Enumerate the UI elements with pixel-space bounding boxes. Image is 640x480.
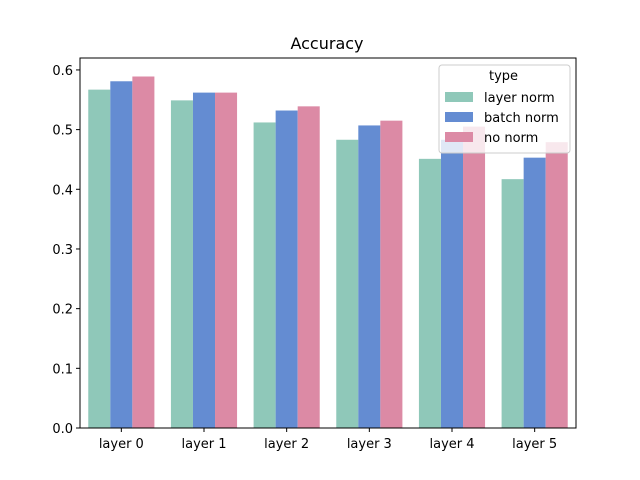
bar-layer-norm-4: [418, 158, 441, 428]
x-tick-label: layer 4: [429, 437, 474, 452]
plot-frame: [79, 57, 577, 429]
y-tick-label: 0.0: [52, 422, 73, 437]
bar-no-norm-3: [380, 120, 403, 428]
legend-frame: [438, 64, 571, 154]
legend-swatch-no-norm: [445, 132, 473, 142]
bar-batch-norm-3: [358, 125, 381, 428]
bar-no-norm-5: [545, 142, 568, 428]
legend-swatch-batch-norm: [445, 112, 473, 122]
y-tick-label: 0.6: [52, 64, 73, 79]
x-tick-label: layer 1: [181, 437, 226, 452]
legend-swatch-layer-norm: [445, 92, 473, 102]
y-axis: 0.0 0.1 0.2 0.3 0.4 0.5 0.6: [52, 64, 80, 437]
bar-layer-norm-0: [88, 89, 111, 428]
bar-no-norm-0: [132, 76, 155, 428]
bar-no-norm-1: [215, 92, 238, 429]
bar-layer-norm-2: [253, 122, 276, 428]
bar-layer-norm-5: [501, 179, 524, 428]
bar-batch-norm-4: [440, 139, 464, 428]
bars-group: [88, 76, 568, 429]
bar-batch-norm-0: [110, 81, 133, 429]
x-tick-label: layer 0: [99, 437, 144, 452]
legend-label-layer-norm: layer norm: [484, 91, 555, 106]
x-tick-label: layer 5: [512, 437, 557, 452]
x-axis: layer 0 layer 1 layer 2 layer 3 layer 4 layer…: [99, 428, 557, 452]
y-tick-label: 0.1: [52, 362, 73, 377]
bar-no-norm-4: [463, 126, 486, 428]
x-tick-label: layer 3: [347, 437, 392, 452]
y-tick-label: 0.4: [52, 183, 73, 198]
chart-title: Accuracy: [290, 34, 363, 53]
bar-batch-norm-2: [275, 110, 298, 429]
legend: type layer norm batch norm no norm: [438, 64, 571, 154]
x-tick-label: layer 2: [264, 437, 309, 452]
legend-label-batch-norm: batch norm: [484, 111, 559, 126]
bar-layer-norm-1: [170, 100, 193, 429]
y-tick-label: 0.5: [52, 124, 73, 139]
y-tick-label: 0.3: [52, 243, 73, 258]
bar-layer-norm-3: [336, 139, 359, 428]
y-tick-label: 0.2: [52, 303, 73, 318]
legend-label-no-norm: no norm: [484, 131, 538, 146]
bar-no-norm-2: [297, 106, 320, 428]
legend-title: type: [489, 69, 518, 84]
bar-batch-norm-5: [523, 157, 546, 428]
bar-batch-norm-1: [192, 92, 216, 429]
